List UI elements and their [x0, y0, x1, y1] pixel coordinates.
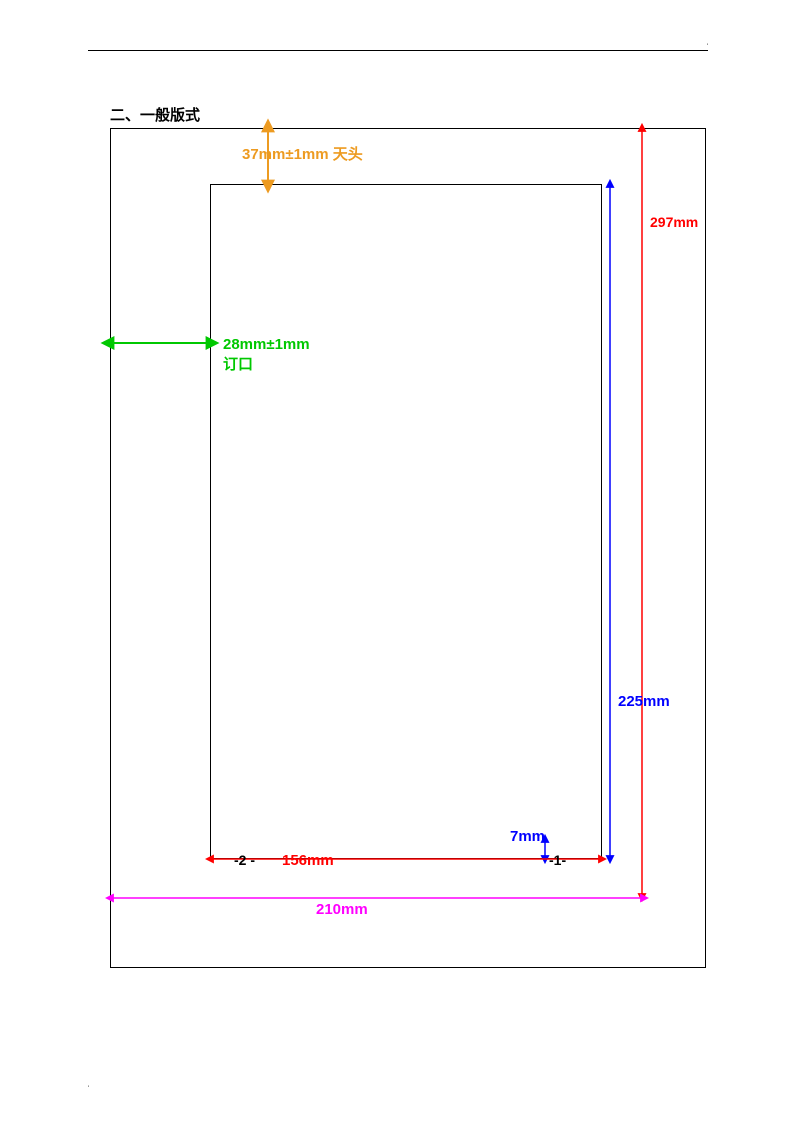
inner-content-frame	[210, 184, 602, 859]
header-rule	[88, 50, 708, 51]
label-page-width: 210mm	[316, 901, 368, 918]
label-gap: 7mm	[510, 828, 545, 845]
label-gutter: 28mm±1mm 订口	[223, 335, 310, 376]
footer-marker: '	[88, 1086, 89, 1092]
label-page-right: -1-	[549, 852, 566, 868]
label-top-margin: 37mm±1mm 天头	[242, 143, 363, 164]
label-page-height: 297mm	[650, 215, 662, 230]
label-content-width: 156mm	[282, 852, 334, 869]
header-marker: '	[707, 44, 708, 50]
label-content-height: 225mm	[618, 693, 670, 710]
section-title: 二、一般版式	[110, 104, 200, 125]
label-page-left: -2 -	[234, 852, 255, 868]
